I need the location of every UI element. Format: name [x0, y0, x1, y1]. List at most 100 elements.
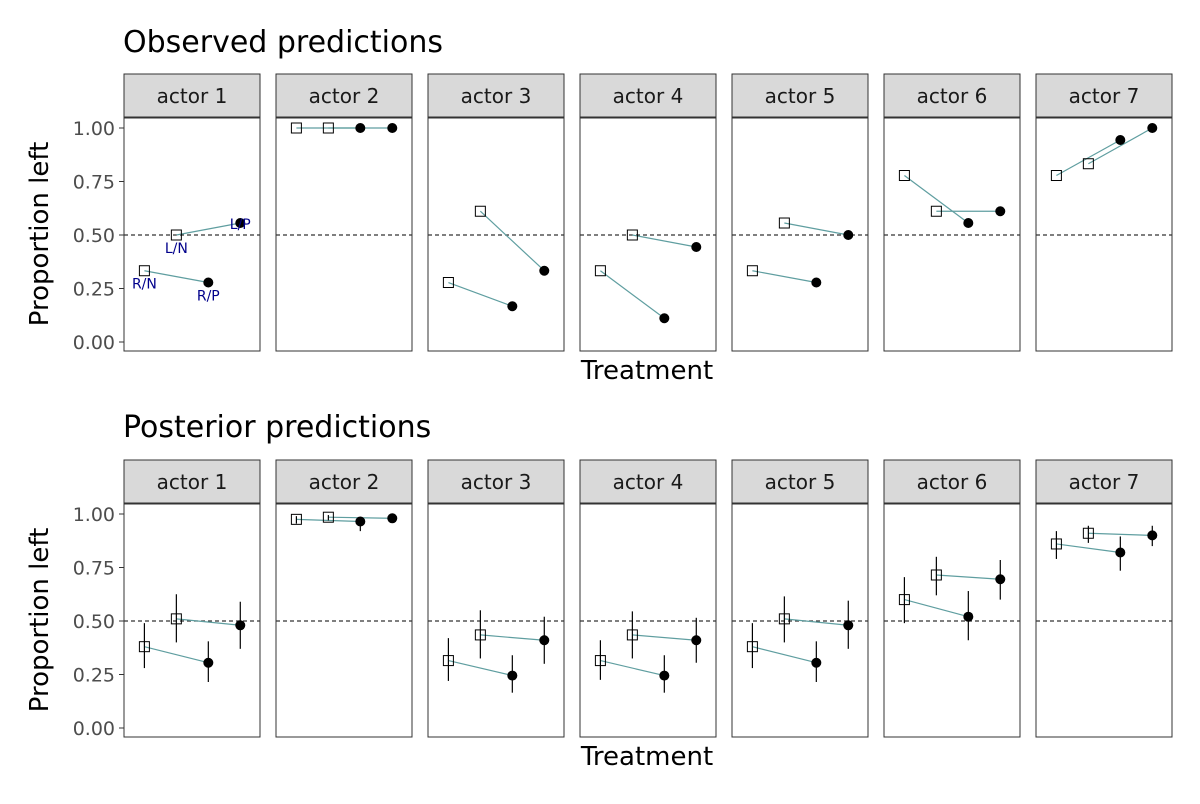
y-axis-title: Proportion left: [25, 528, 55, 713]
data-point-filled-circle: [963, 218, 974, 229]
data-point-filled-circle: [843, 230, 854, 240]
data-point-open-square: [626, 629, 638, 641]
data-point-filled-circle: [507, 301, 518, 312]
series-line: [176, 618, 241, 626]
facet-strip-label: actor 2: [309, 84, 380, 108]
data-point-filled-circle: [659, 313, 670, 324]
data-point-filled-circle: [1147, 530, 1158, 541]
data-point-open-square: [594, 265, 606, 277]
facet-strip: [883, 73, 1021, 118]
series-line: [1088, 127, 1153, 165]
y-axis-title: Proportion left: [25, 142, 55, 327]
data-point-open-square: [322, 511, 334, 523]
facet-strip: [275, 73, 413, 118]
data-point-open-square: [898, 594, 910, 606]
series-line: [632, 234, 697, 248]
series-line: [600, 660, 665, 677]
data-point-filled-circle: [539, 265, 550, 276]
data-point-filled-circle: [387, 123, 398, 133]
data-point-open-square: [1082, 527, 1094, 539]
series-line: [448, 281, 513, 307]
facet-strip-label: actor 1: [157, 470, 228, 494]
data-point-open-square: [442, 655, 454, 667]
data-point-open-square: [594, 655, 606, 667]
facet-strip: [123, 73, 261, 118]
data-point-filled-circle: [539, 635, 550, 646]
series-line: [752, 270, 817, 284]
data-point-open-square: [1082, 158, 1094, 170]
y-tick-label: 0.50: [73, 225, 115, 247]
data-point-filled-circle: [995, 206, 1006, 217]
facet-strip-label: actor 7: [1069, 470, 1140, 494]
plot-title: Posterior predictions: [123, 410, 431, 445]
y-tick-label: 1.00: [73, 118, 115, 140]
series-line: [144, 646, 209, 664]
facet-strip: [883, 459, 1021, 504]
facet-strip-label: actor 6: [917, 470, 988, 494]
series-line: [144, 270, 209, 284]
data-point-open-square: [138, 265, 150, 277]
data-point-open-square: [474, 205, 486, 217]
data-point-open-square: [170, 229, 182, 241]
facet-strip: [731, 459, 869, 504]
treatment-label: R/P: [197, 289, 220, 305]
data-point-open-square: [930, 205, 942, 217]
x-axis-title: Treatment: [580, 742, 713, 772]
data-point-filled-circle: [1115, 134, 1126, 145]
y-tick-label: 1.00: [73, 504, 115, 526]
data-point-filled-circle: [355, 123, 366, 133]
data-point-filled-circle: [843, 620, 854, 631]
y-tick-label: 0.25: [73, 279, 115, 301]
data-point-filled-circle: [659, 670, 670, 681]
data-point-filled-circle: [387, 513, 398, 524]
data-point-filled-circle: [203, 657, 214, 668]
series-line: [448, 660, 513, 677]
data-point-filled-circle: [995, 574, 1006, 585]
data-point-filled-circle: [235, 620, 246, 631]
series-line: [784, 222, 849, 236]
series-line: [632, 634, 697, 641]
data-point-open-square: [138, 641, 150, 653]
series-line: [600, 270, 665, 319]
facet-strip-label: actor 2: [309, 470, 380, 494]
data-point-filled-circle: [235, 218, 246, 229]
data-point-open-square: [170, 613, 182, 625]
series-line: [479, 210, 545, 272]
facet-strip: [579, 459, 717, 504]
facet-strip-label: actor 6: [917, 84, 988, 108]
data-point-filled-circle: [1147, 123, 1158, 133]
data-point-filled-circle: [691, 241, 702, 252]
series-line: [1056, 139, 1121, 177]
y-tick-label: 0.75: [73, 558, 115, 580]
data-point-filled-circle: [811, 657, 822, 668]
series-line: [480, 634, 545, 641]
facet-strip-label: actor 4: [613, 470, 684, 494]
facet-strip: [123, 459, 261, 504]
y-tick-label: 0.50: [73, 611, 115, 633]
facet-strip: [427, 459, 565, 504]
facet-strip: [1035, 459, 1173, 504]
series-line: [904, 599, 969, 618]
facet-strip: [579, 73, 717, 118]
facet-strip-label: actor 1: [157, 84, 228, 108]
y-tick-label: 0.25: [73, 665, 115, 687]
data-point-open-square: [442, 277, 454, 289]
facet-strip-label: actor 4: [613, 84, 684, 108]
series-line: [752, 646, 817, 664]
y-tick-label: 0.00: [73, 332, 115, 354]
data-point-open-square: [930, 569, 942, 581]
treatment-label: L/N: [165, 241, 188, 257]
plot-title: Observed predictions: [123, 25, 443, 60]
data-point-filled-circle: [691, 635, 702, 646]
data-point-open-square: [626, 229, 638, 241]
treatment-label: L/P: [230, 217, 251, 233]
series-line: [1056, 543, 1121, 554]
data-point-open-square: [778, 613, 790, 625]
data-point-open-square: [1050, 538, 1062, 550]
data-point-open-square: [290, 513, 302, 525]
y-tick-label: 0.00: [73, 718, 115, 740]
data-point-open-square: [898, 170, 910, 182]
series-line: [936, 574, 1001, 580]
